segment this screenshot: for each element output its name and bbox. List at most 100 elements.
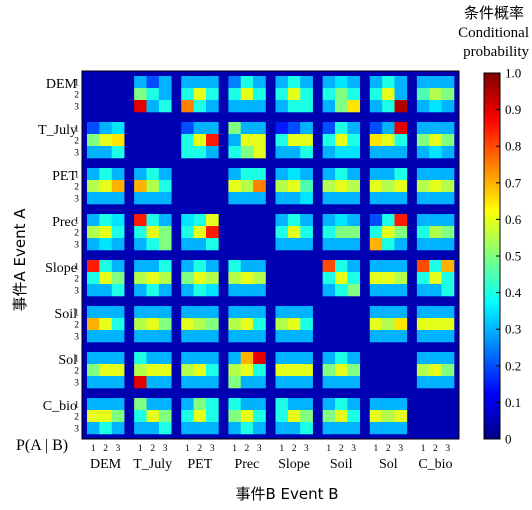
colorbar-gradient-step (484, 146, 500, 150)
colorbar-gradient-step (484, 225, 500, 229)
heatmap-cell (287, 146, 301, 159)
heatmap-cell (111, 398, 125, 411)
heatmap-cell (193, 76, 207, 89)
heatmap-cell (158, 88, 172, 101)
column-level-label: 2 (292, 444, 297, 454)
heatmap-cell (275, 318, 289, 331)
row-level-label: 3 (74, 241, 79, 251)
colorbar: 0 0.1 0.2 0.3 0.4 0.5 0.6 0.7 0.8 0.9 1.0 (483, 66, 522, 447)
column-level-label: 2 (150, 444, 155, 454)
colorbar-gradient-step (484, 426, 500, 431)
colorbar-gradient-step (484, 310, 500, 315)
heatmap-cell (99, 318, 113, 331)
heatmap-cell (193, 214, 207, 227)
heatmap-cell (287, 76, 301, 89)
heatmap-cell (240, 134, 254, 147)
heatmap-cell (335, 122, 348, 135)
colorbar-gradient-step (484, 368, 500, 373)
column-label-sol: Sol (379, 457, 398, 472)
heatmap-cell (275, 330, 289, 343)
column-level-label: 1 (421, 444, 426, 454)
column-level-label: 3 (257, 444, 262, 454)
heatmap-cell (158, 272, 172, 285)
colorbar-gradient-step (484, 292, 500, 297)
heatmap-cell (335, 168, 348, 181)
heatmap-cell (146, 100, 160, 113)
heatmap-cell (146, 238, 160, 251)
heatmap-cell (134, 76, 147, 89)
heatmap-cell (322, 398, 336, 411)
heatmap-cell (300, 318, 313, 331)
heatmap-cell (111, 284, 125, 297)
heatmap-cell (441, 76, 455, 89)
heatmap-cell (416, 238, 430, 251)
heatmap-cell (193, 410, 207, 423)
colorbar-gradient-step (484, 207, 500, 211)
heatmap-cell (369, 168, 383, 181)
colorbar-gradient-step (484, 408, 500, 412)
heatmap-cell (347, 76, 361, 89)
heatmap-cell (429, 88, 442, 101)
heatmap-cell (87, 410, 100, 423)
heatmap-cell (253, 364, 266, 377)
heatmap-cell (158, 238, 172, 251)
corner-label: P(A | B) (16, 437, 68, 454)
heatmap-cell (193, 100, 207, 113)
row-level-label: 1 (74, 171, 79, 181)
heatmap-cell (382, 134, 395, 147)
column-level-label: 1 (138, 444, 143, 454)
heatmap-cell (416, 122, 430, 135)
colorbar-label-en-2: probability (463, 44, 529, 60)
colorbar-gradient-step (484, 127, 500, 132)
heatmap-cell (240, 100, 254, 113)
heatmap-cell (416, 376, 430, 389)
heatmap-cell (193, 330, 207, 343)
colorbar-gradient-step (484, 158, 500, 162)
heatmap-cell (335, 272, 348, 285)
heatmap-cell (382, 272, 395, 285)
heatmap-cell (228, 364, 242, 377)
heatmap-cell (111, 410, 125, 423)
heatmap-cell (275, 76, 289, 89)
heatmap-cell (206, 238, 219, 251)
colorbar-label-cn: 条件概率 (464, 4, 524, 22)
colorbar-gradient-step (484, 121, 500, 126)
heatmap-cell (382, 284, 395, 297)
heatmap-cell (429, 376, 442, 389)
heatmap-cell (181, 410, 194, 423)
heatmap-cell (181, 238, 194, 251)
heatmap-cell (206, 284, 219, 297)
heatmap-cell (322, 134, 336, 147)
heatmap-cell (382, 306, 395, 319)
colorbar-gradient-step (484, 198, 500, 202)
heatmap-cell (134, 88, 147, 101)
heatmap-cell (206, 376, 219, 389)
heatmap-cell (287, 134, 301, 147)
heatmap-cell (300, 192, 313, 205)
heatmap-cell (335, 134, 348, 147)
colorbar-gradient-step (484, 405, 500, 409)
heatmap-cell (181, 226, 194, 239)
heatmap-cell (416, 306, 430, 319)
heatmap-cell (416, 180, 430, 193)
colorbar-gradient-step (484, 304, 500, 309)
row-level-label: 3 (74, 425, 79, 435)
heatmap-cell (416, 260, 430, 273)
heatmap-cell (382, 192, 395, 205)
heatmap-cell (158, 410, 172, 423)
heatmap-cell (253, 398, 266, 411)
heatmap-cell (193, 318, 207, 331)
heatmap-cell (134, 272, 147, 285)
heatmap-cell (322, 352, 336, 365)
row-level-label: 2 (74, 367, 79, 377)
colorbar-gradient-step (484, 359, 500, 364)
x-axis-title: 事件B Event B (235, 485, 338, 503)
heatmap-cell (275, 352, 289, 365)
heatmap-cell (441, 88, 455, 101)
heatmap-cell (134, 168, 147, 181)
heatmap-cell (87, 238, 100, 251)
heatmap-cell (382, 398, 395, 411)
colorbar-gradient-step (484, 344, 500, 348)
heatmap-cell (394, 306, 408, 319)
colorbar-gradient-step (484, 423, 500, 428)
